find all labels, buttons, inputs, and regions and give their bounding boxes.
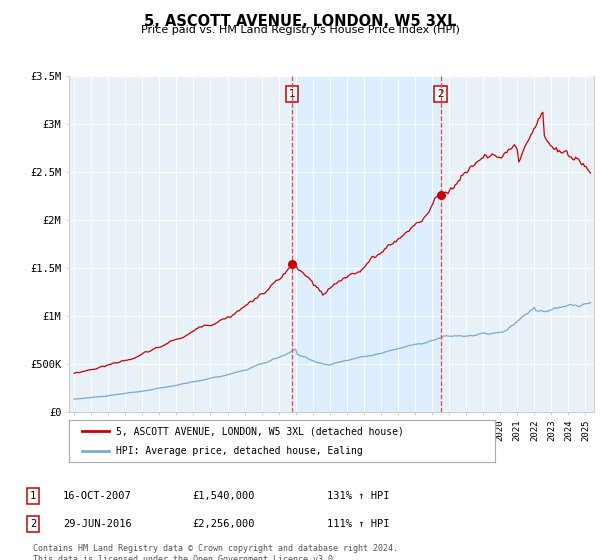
Text: 5, ASCOTT AVENUE, LONDON, W5 3XL: 5, ASCOTT AVENUE, LONDON, W5 3XL [144, 14, 456, 29]
Text: 111% ↑ HPI: 111% ↑ HPI [327, 519, 389, 529]
Text: Contains HM Land Registry data © Crown copyright and database right 2024.
This d: Contains HM Land Registry data © Crown c… [33, 544, 398, 560]
Text: 2: 2 [30, 519, 36, 529]
Bar [292, 76, 440, 412]
Text: 1: 1 [289, 89, 295, 99]
Text: Price paid vs. HM Land Registry's House Price Index (HPI): Price paid vs. HM Land Registry's House … [140, 25, 460, 35]
Text: £1,540,000: £1,540,000 [192, 491, 254, 501]
Text: £2,256,000: £2,256,000 [192, 519, 254, 529]
Text: 16-OCT-2007: 16-OCT-2007 [63, 491, 132, 501]
Text: 1: 1 [30, 491, 36, 501]
Text: 29-JUN-2016: 29-JUN-2016 [63, 519, 132, 529]
Text: 2: 2 [437, 89, 444, 99]
Text: 5, ASCOTT AVENUE, LONDON, W5 3XL (detached house): 5, ASCOTT AVENUE, LONDON, W5 3XL (detach… [116, 426, 404, 436]
Text: 131% ↑ HPI: 131% ↑ HPI [327, 491, 389, 501]
Text: HPI: Average price, detached house, Ealing: HPI: Average price, detached house, Eali… [116, 446, 362, 456]
